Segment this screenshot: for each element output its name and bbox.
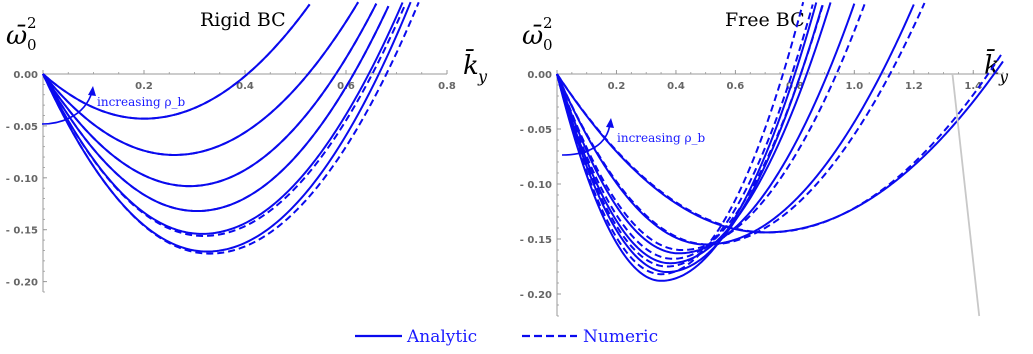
left-y-axis-label-sub: 0 — [27, 36, 37, 54]
right-y-axis-label-sup: 2 — [543, 14, 553, 32]
left-numeric-curve — [42, 5, 406, 237]
right-y-tick-label: - 0.15 — [520, 235, 552, 246]
left-y-tick-label: - 0.10 — [6, 174, 38, 185]
right-annotation-text: increasing ρ_b — [617, 131, 706, 145]
right-y-axis-label-sub: 0 — [543, 36, 553, 54]
right-ticks: 0.2 0.4 0.6 0.8 1.0 1.2 1.4 0.00 - 0.05 … — [520, 70, 982, 301]
right-y-tick-label: - 0.20 — [520, 290, 552, 301]
right-x-tick-label: 1.0 — [845, 81, 863, 92]
right-x-tick-label: 0.8 — [786, 81, 804, 92]
left-analytic-curve — [42, 2, 404, 235]
left-numeric-curve — [42, 3, 378, 188]
right-axes — [556, 70, 1004, 317]
legend-analytic-label: Analytic — [406, 327, 477, 347]
left-numeric-curve — [42, 3, 311, 120]
rigid-bc-panel: ω̄ 2 0 Rigid BC k̄ y 0.2 0.4 0.6 0.8 0.0… — [6, 1, 488, 293]
left-y-tick-label: - 0.05 — [6, 122, 38, 133]
legend-numeric-label: Numeric — [583, 327, 658, 347]
right-y-axis-label: ω̄ — [522, 21, 543, 51]
left-annotation: increasing ρ_b — [41, 86, 186, 125]
left-curves — [42, 1, 420, 255]
right-annotation-arrowhead — [606, 118, 614, 128]
right-boundary-line — [951, 73, 981, 317]
legend: Analytic Numeric — [355, 327, 658, 347]
left-annotation-arrow — [41, 91, 93, 125]
right-annotation-arrow — [561, 123, 611, 156]
left-analytic-curve — [42, 1, 359, 156]
left-y-axis-label-sup: 2 — [27, 14, 37, 32]
left-annotation-text: increasing ρ_b — [97, 95, 186, 109]
right-y-tick-label: 0.00 — [527, 70, 552, 81]
free-bc-panel: ω̄ 2 0 Free BC k̄ y 0.2 0.4 0.6 0.8 1.0 … — [520, 1, 1009, 317]
left-y-tick-label: - 0.20 — [6, 278, 38, 289]
left-x-tick-label: 0.2 — [135, 81, 153, 92]
right-curves — [556, 1, 1004, 317]
right-analytic-curve — [556, 3, 856, 255]
right-analytic-curve — [556, 2, 832, 265]
left-ticks: 0.2 0.4 0.6 0.8 0.00 - 0.05 - 0.10 - 0.1… — [6, 70, 456, 289]
left-numeric-curve — [42, 1, 420, 255]
left-y-tick-label: 0.00 — [13, 70, 38, 81]
right-panel-title: Free BC — [725, 9, 805, 31]
right-numeric-curve — [556, 51, 1004, 234]
right-numeric-curve — [556, 4, 814, 268]
right-x-tick-label: 1.4 — [964, 81, 982, 92]
left-y-tick-label: - 0.15 — [6, 226, 38, 237]
right-x-axis-label-sub: y — [998, 67, 1009, 86]
left-x-axis-label-sub: y — [477, 67, 488, 86]
left-x-tick-label: 0.4 — [236, 81, 254, 92]
right-numeric-curve — [556, 2, 926, 246]
right-x-tick-label: 1.2 — [905, 81, 923, 92]
right-analytic-curve — [556, 2, 818, 282]
right-x-tick-label: 0.6 — [727, 81, 745, 92]
right-numeric-curve — [556, 2, 825, 260]
right-x-tick-label: 0.4 — [667, 81, 685, 92]
left-x-axis-label: k̄ — [463, 48, 479, 81]
right-x-tick-label: 0.2 — [608, 81, 626, 92]
right-y-tick-label: - 0.10 — [520, 180, 552, 191]
left-y-axis-label: ω̄ — [6, 21, 27, 51]
left-numeric-curve — [42, 5, 390, 213]
left-annotation-arrowhead — [88, 86, 96, 96]
left-x-tick-label: 0.8 — [438, 81, 456, 92]
right-y-tick-label: - 0.05 — [520, 125, 552, 136]
right-annotation: increasing ρ_b — [561, 118, 706, 156]
left-panel-title: Rigid BC — [200, 9, 286, 31]
